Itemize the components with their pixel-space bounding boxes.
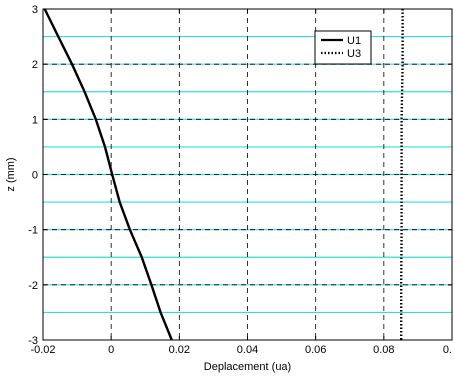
y-tick-label-3: 0 bbox=[32, 170, 38, 182]
series-line-u1 bbox=[43, 8, 173, 341]
x-tick-label-6: 0. bbox=[443, 344, 452, 356]
legend-box bbox=[314, 30, 372, 65]
y-tick-label-1: -2 bbox=[28, 280, 38, 292]
x-tick-label-2: 0.02 bbox=[169, 344, 190, 356]
legend-label-u1: U1 bbox=[347, 35, 361, 47]
series-line-u3 bbox=[400, 9, 404, 340]
x-tick-label-4: 0.06 bbox=[305, 344, 326, 356]
axis-ticks: -0.02 0 0.02 0.04 0.06 0.08 0. -3 -2 -1 0 1 2 3 bbox=[28, 4, 453, 356]
y-axis-label: z (mm) bbox=[5, 157, 17, 191]
x-tick-label-5: 0.08 bbox=[373, 344, 394, 356]
y-tick-label-0: -3 bbox=[28, 335, 38, 347]
y-tick-label-5: 2 bbox=[32, 59, 38, 71]
y-tick-label-6: 3 bbox=[32, 4, 38, 16]
y-tick-label-2: -1 bbox=[28, 225, 38, 237]
x-tick-label-1: 0 bbox=[108, 344, 114, 356]
x-tick-label-0: -0.02 bbox=[30, 344, 55, 356]
legend: U1 U3 bbox=[314, 30, 372, 65]
series-group bbox=[43, 8, 404, 341]
x-tick-label-3: 0.04 bbox=[237, 344, 258, 356]
y-tick-label-4: 1 bbox=[32, 114, 38, 126]
x-axis-label: Deplacement (ua) bbox=[204, 361, 291, 373]
legend-label-u3: U3 bbox=[347, 48, 361, 60]
